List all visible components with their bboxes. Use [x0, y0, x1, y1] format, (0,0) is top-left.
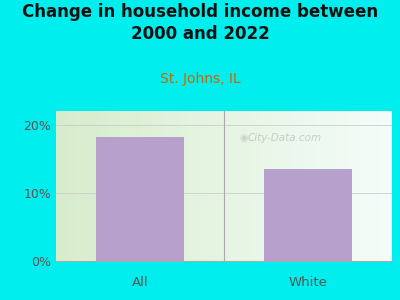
Text: City-Data.com: City-Data.com [248, 133, 322, 143]
Text: Change in household income between
2000 and 2022: Change in household income between 2000 … [22, 3, 378, 43]
Text: White: White [288, 275, 328, 289]
Text: St. Johns, IL: St. Johns, IL [160, 72, 240, 86]
Bar [264, 169, 352, 261]
Bar [96, 137, 184, 261]
Text: ◉: ◉ [240, 133, 248, 143]
Text: All: All [132, 275, 148, 289]
